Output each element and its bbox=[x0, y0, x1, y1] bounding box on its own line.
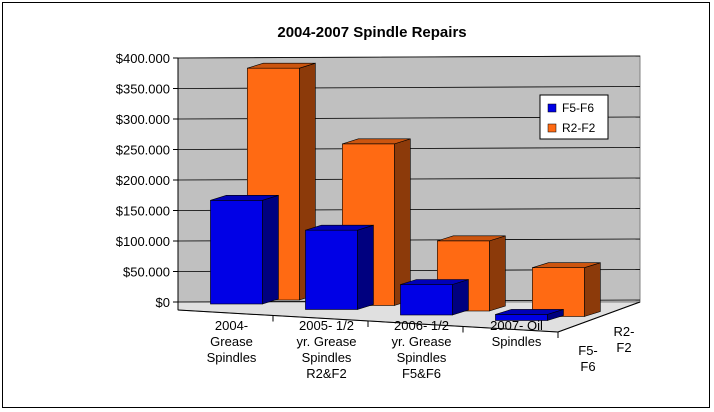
bar-side bbox=[489, 235, 506, 312]
legend-swatch bbox=[547, 103, 557, 113]
y-tick-label: $50.000 bbox=[123, 265, 170, 280]
category-label: 2004-Grease Spindles bbox=[207, 318, 257, 365]
y-tick-label: $350.000 bbox=[116, 82, 170, 97]
depth-label: R2-F2 bbox=[614, 324, 635, 355]
bars bbox=[210, 62, 601, 321]
depth-axis-labels: F5-F6 R2-F2 bbox=[578, 324, 634, 374]
depth-axis-line bbox=[557, 301, 641, 333]
legend-label: R2-F2 bbox=[562, 121, 596, 135]
gridline bbox=[177, 55, 641, 59]
legend: F5-F6 R2-F2 bbox=[539, 94, 609, 140]
bar-front bbox=[305, 229, 358, 310]
bar-front bbox=[210, 200, 263, 305]
bar-side bbox=[584, 262, 601, 317]
category-label: 2007- Oil Spindles bbox=[490, 318, 543, 349]
depth-label: F5-F6 bbox=[578, 343, 598, 374]
bar-top bbox=[210, 195, 279, 201]
y-tick-label: $250.000 bbox=[116, 143, 170, 158]
bar-side bbox=[262, 194, 279, 305]
bar-top bbox=[400, 279, 469, 285]
x-axis-line bbox=[177, 309, 559, 333]
y-tick-label: $400.000 bbox=[116, 51, 170, 66]
y-tick-label: $100.000 bbox=[116, 234, 170, 249]
y-tick-label: $300.000 bbox=[116, 112, 170, 127]
x-axis-labels: 2004-Grease Spindles 2005- 1/2 yr. Grease Sp… bbox=[177, 301, 641, 381]
chart-title: 2004-2007 Spindle Repairs bbox=[277, 24, 466, 41]
y-axis: $0 $50.000 $100.000 $150.000 $200.000 $250.00… bbox=[116, 51, 179, 310]
bar-side bbox=[357, 224, 374, 310]
y-tick-label: $200.000 bbox=[116, 173, 170, 188]
bar-top bbox=[305, 224, 374, 231]
bar-top bbox=[532, 262, 601, 269]
y-tick-label: $150.000 bbox=[116, 204, 170, 219]
bar-side bbox=[394, 138, 411, 306]
bar-top bbox=[437, 235, 506, 242]
y-tick-label: $0 bbox=[156, 295, 170, 310]
legend-swatch bbox=[547, 123, 557, 133]
bar-front bbox=[400, 284, 453, 316]
bar-top bbox=[342, 138, 411, 145]
bar-top bbox=[495, 309, 564, 315]
legend-label: F5-F6 bbox=[562, 101, 594, 115]
bar-front bbox=[532, 267, 585, 317]
bar-top bbox=[247, 62, 316, 69]
category-label: 2006- 1/2 yr. Grease Spindles F5&F6 bbox=[392, 318, 452, 381]
bar-side bbox=[452, 279, 469, 316]
category-label: 2005- 1/2 yr. Grease Spindles R2&F2 bbox=[297, 318, 357, 381]
